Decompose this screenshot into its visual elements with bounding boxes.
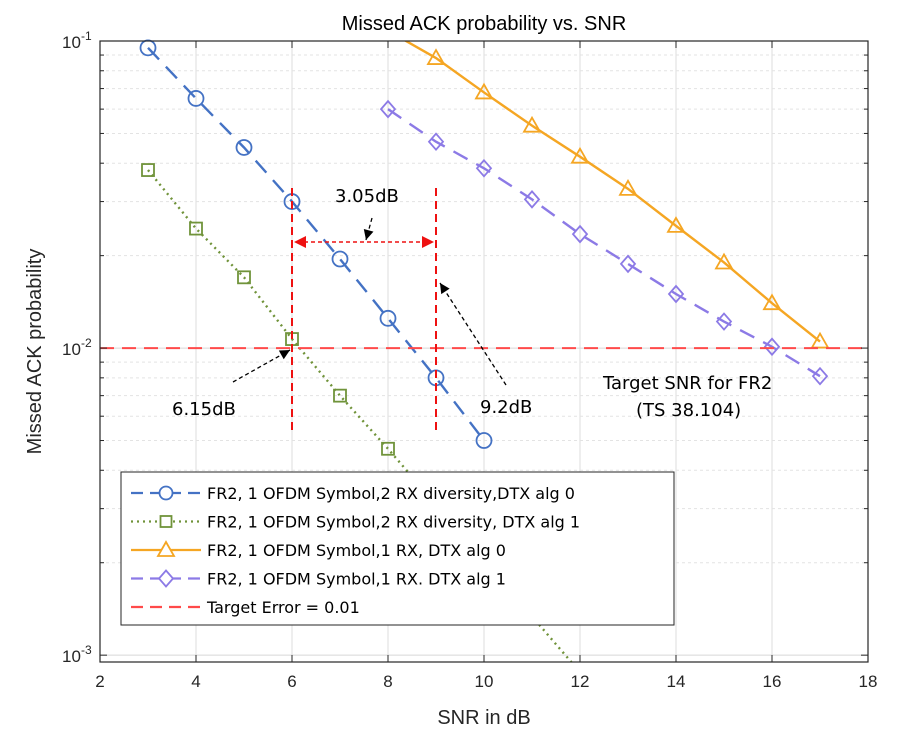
y-tick-label: 10 -1 xyxy=(62,29,92,52)
data-point xyxy=(475,158,493,178)
x-tick-label: 18 xyxy=(859,672,878,691)
data-point xyxy=(379,99,397,119)
data-point xyxy=(381,441,395,456)
data-point xyxy=(523,189,541,209)
y-tick-label-exponent: -1 xyxy=(81,29,92,43)
data-point xyxy=(762,293,782,311)
x-tick-label: 10 xyxy=(475,672,494,691)
x-tick-label: 12 xyxy=(571,672,590,691)
left-pointer-arrow xyxy=(232,349,291,383)
series-1 xyxy=(139,39,493,449)
data-point xyxy=(379,309,397,327)
legend-label: FR2, 1 OFDM Symbol,1 RX. DTX alg 1 xyxy=(207,570,506,589)
legend-item: FR2, 1 OFDM Symbol,2 RX diversity,DTX al… xyxy=(131,484,575,503)
y-tick-label-exponent: -2 xyxy=(81,336,92,350)
legend-label: FR2, 1 OFDM Symbol,2 RX diversity,DTX al… xyxy=(207,484,575,503)
legend-marker xyxy=(158,485,174,501)
y-axis-ticks: 10-110-210-3 xyxy=(62,29,868,666)
data-point xyxy=(522,115,542,133)
x-axis-ticks: 2 4 6 8 10 12 14 16 18 xyxy=(95,41,877,691)
legend-label: FR2, 1 OFDM Symbol,1 RX, DTX alg 0 xyxy=(207,541,506,560)
x-tick-label: 8 xyxy=(383,672,392,691)
gap-arrow-head-right xyxy=(422,236,434,248)
chart-title: Missed ACK probability vs. SNR xyxy=(342,13,627,35)
legend-item: FR2, 1 OFDM Symbol,1 RX, DTX alg 0 xyxy=(131,540,506,560)
legend-marker xyxy=(157,569,175,588)
left-label: 6.15dB xyxy=(172,399,236,420)
series-line xyxy=(403,41,821,343)
data-point xyxy=(811,366,829,386)
data-point xyxy=(235,139,253,156)
gap-label: 3.05dB xyxy=(335,186,399,207)
right-pointer-arrow xyxy=(439,282,507,386)
legend-marker xyxy=(156,540,176,557)
series-line xyxy=(147,169,573,662)
right-pointer-arrow-head xyxy=(440,283,450,295)
data-point xyxy=(618,179,638,196)
data-point xyxy=(237,270,251,285)
data-point xyxy=(139,39,157,57)
legend-item: FR2, 1 OFDM Symbol,2 RX diversity, DTX a… xyxy=(131,513,580,532)
series-line xyxy=(387,108,821,378)
gap-pointer-arrow-head xyxy=(363,229,374,240)
data-point xyxy=(427,132,445,152)
y-tick-label-base: 10 xyxy=(62,33,81,52)
data-point xyxy=(331,250,349,268)
x-tick-label: 6 xyxy=(287,672,296,691)
data-point xyxy=(714,252,734,270)
y-tick-label-base: 10 xyxy=(62,340,81,359)
y-tick-label: 10 -3 xyxy=(62,643,92,666)
x-axis-label: SNR in dB xyxy=(437,707,530,729)
y-tick-label: 10 -2 xyxy=(62,336,92,359)
x-tick-label: 2 xyxy=(95,672,104,691)
data-point xyxy=(475,432,493,449)
series-2 xyxy=(141,163,573,662)
annotations: 3.05dB 6.15dB 9.2dB Target SNR for FR2 (TS 3… xyxy=(172,186,772,430)
gap-arrow-head-left xyxy=(294,236,306,248)
target-label-line1: Target SNR for FR2 xyxy=(602,373,772,394)
legend-marker xyxy=(159,515,173,528)
legend-label: Target Error = 0.01 xyxy=(206,598,360,617)
legend-box xyxy=(120,471,675,626)
series-line xyxy=(147,47,485,442)
target-label-line2: (TS 38.104) xyxy=(636,400,741,421)
x-tick-label: 16 xyxy=(763,672,782,691)
x-tick-label: 14 xyxy=(667,672,686,691)
data-point xyxy=(189,221,203,236)
gap-pointer-arrow xyxy=(365,217,373,241)
data-point xyxy=(666,216,686,233)
data-point xyxy=(426,48,446,65)
data-point xyxy=(715,312,733,331)
series-3 xyxy=(403,41,830,349)
data-point xyxy=(763,337,781,357)
data-point xyxy=(570,146,590,164)
data-point xyxy=(141,163,155,177)
x-tick-label: 4 xyxy=(191,672,200,691)
right-label: 9.2dB xyxy=(480,397,532,418)
data-point xyxy=(333,388,347,403)
series-4 xyxy=(379,99,829,386)
data-point xyxy=(187,90,205,107)
y-axis-label: Missed ACK probability xyxy=(24,249,46,455)
y-tick-label-exponent: -3 xyxy=(81,643,92,657)
data-point xyxy=(571,224,589,244)
data-point xyxy=(474,82,494,100)
legend-item: FR2, 1 OFDM Symbol,1 RX. DTX alg 1 xyxy=(131,569,506,589)
series-group xyxy=(100,39,868,662)
data-point xyxy=(667,284,685,304)
y-tick-label-base: 10 xyxy=(62,647,81,666)
legend: FR2, 1 OFDM Symbol,2 RX diversity,DTX al… xyxy=(120,471,675,626)
data-point xyxy=(619,254,637,274)
legend-label: FR2, 1 OFDM Symbol,2 RX diversity, DTX a… xyxy=(207,513,580,532)
legend-item: Target Error = 0.01 xyxy=(131,598,360,617)
left-pointer-arrow-head xyxy=(278,350,290,360)
data-point xyxy=(810,331,830,349)
